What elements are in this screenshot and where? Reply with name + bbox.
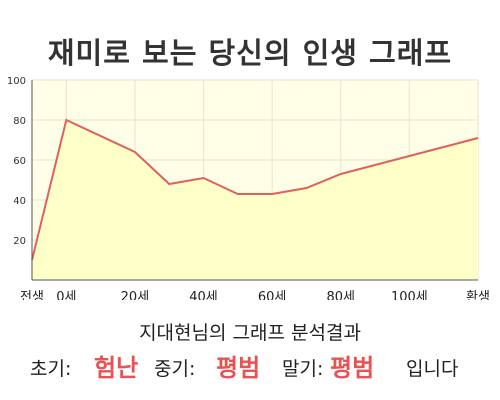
y-tick-label: 40 xyxy=(13,196,26,207)
ending-text: 입니다 xyxy=(406,358,459,380)
late-label: 말기: xyxy=(282,358,324,380)
x-tick-label: 0세 xyxy=(56,290,76,300)
late-value: 평범 xyxy=(330,354,375,382)
x-tick-label: 60세 xyxy=(258,290,287,300)
x-tick-label: 전생 xyxy=(20,290,44,300)
y-tick-label: 100 xyxy=(7,76,26,87)
series-line xyxy=(31,118,479,261)
chart-title: 재미로 보는 당신의 인생 그래프 xyxy=(47,36,453,70)
life-graph-chart: 20 40 60 80 100 전생 0세 20세 40세 60세 80세 100세 환생 xyxy=(7,76,490,300)
x-tick-label: 환생 xyxy=(466,290,490,300)
y-tick-label: 80 xyxy=(13,116,26,127)
early-value: 험난 xyxy=(94,354,139,382)
x-tick-label: 40세 xyxy=(189,290,218,300)
y-tick-label: 20 xyxy=(13,236,26,247)
middle-value: 평범 xyxy=(216,354,261,382)
y-tick-label: 60 xyxy=(13,156,26,167)
early-label: 초기: xyxy=(30,358,72,380)
x-tick-label: 20세 xyxy=(121,290,150,300)
analysis-subtitle: 지대현님의 그래프 분석결과 xyxy=(139,322,361,344)
middle-label: 중기: xyxy=(154,358,196,380)
x-tick-label: 100세 xyxy=(391,290,428,300)
x-tick-label: 80세 xyxy=(327,290,356,300)
